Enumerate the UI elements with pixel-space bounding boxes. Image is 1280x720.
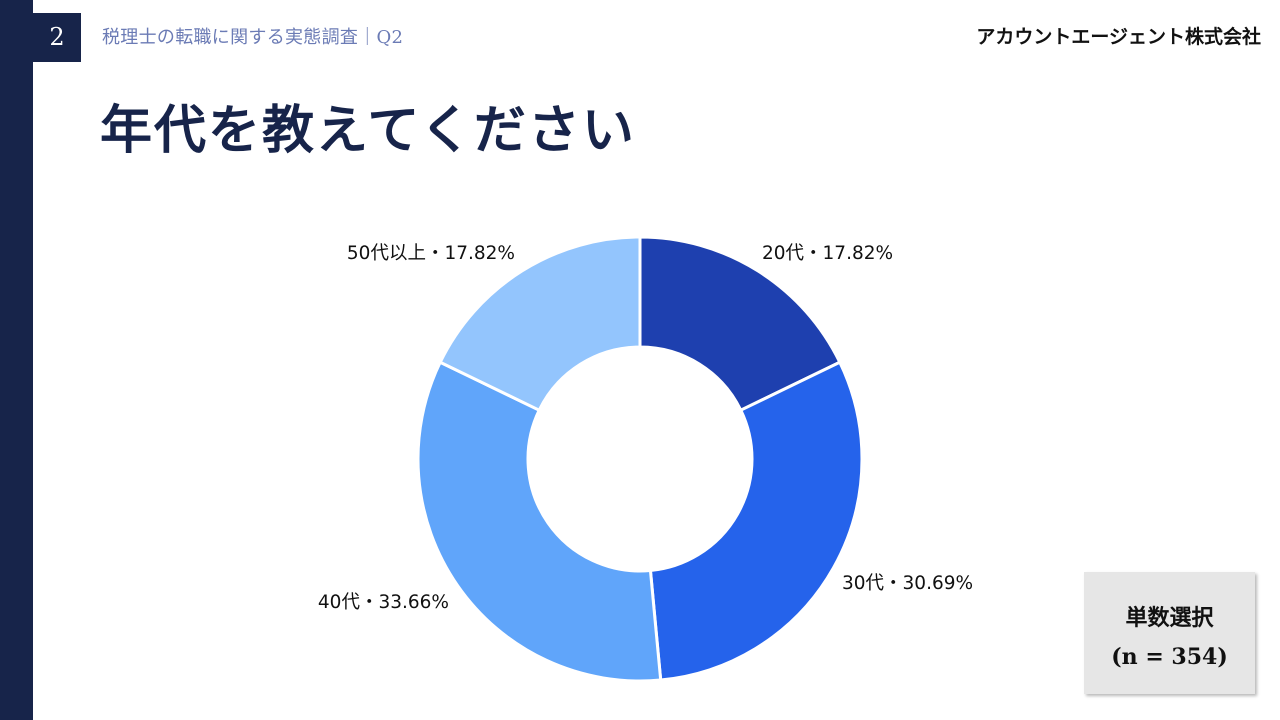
page-title: 年代を教えてください [100,101,636,161]
donut-labels: 20代・17.82% 30代・30.69% 40代・33.66% 50代以上・17.8… [318,243,973,613]
company-name: アカウントエージェント株式会社 [976,26,1261,48]
slice-label-4: 50代以上・17.82% [347,243,515,264]
donut-slices [416,235,864,683]
donut-slice-2 [648,360,864,682]
donut-slice-1 [638,235,842,412]
slice-label-1: 20代・17.82% [762,243,893,264]
answer-type: 単数選択 [1125,605,1214,631]
slice-label-2: 30代・30.69% [842,573,973,594]
left-accent-bar [0,0,33,720]
slide-number: 2 [33,13,81,62]
donut-slice-3 [416,360,663,683]
slice-label-3: 40代・33.66% [318,592,449,613]
answer-info-box: 単数選択 (n = 354) [1084,572,1255,694]
header-subtitle: 税理士の転職に関する実態調査｜Q2 [102,27,404,48]
donut-slice-4 [438,235,642,412]
respondent-count: (n = 354) [1111,644,1228,670]
